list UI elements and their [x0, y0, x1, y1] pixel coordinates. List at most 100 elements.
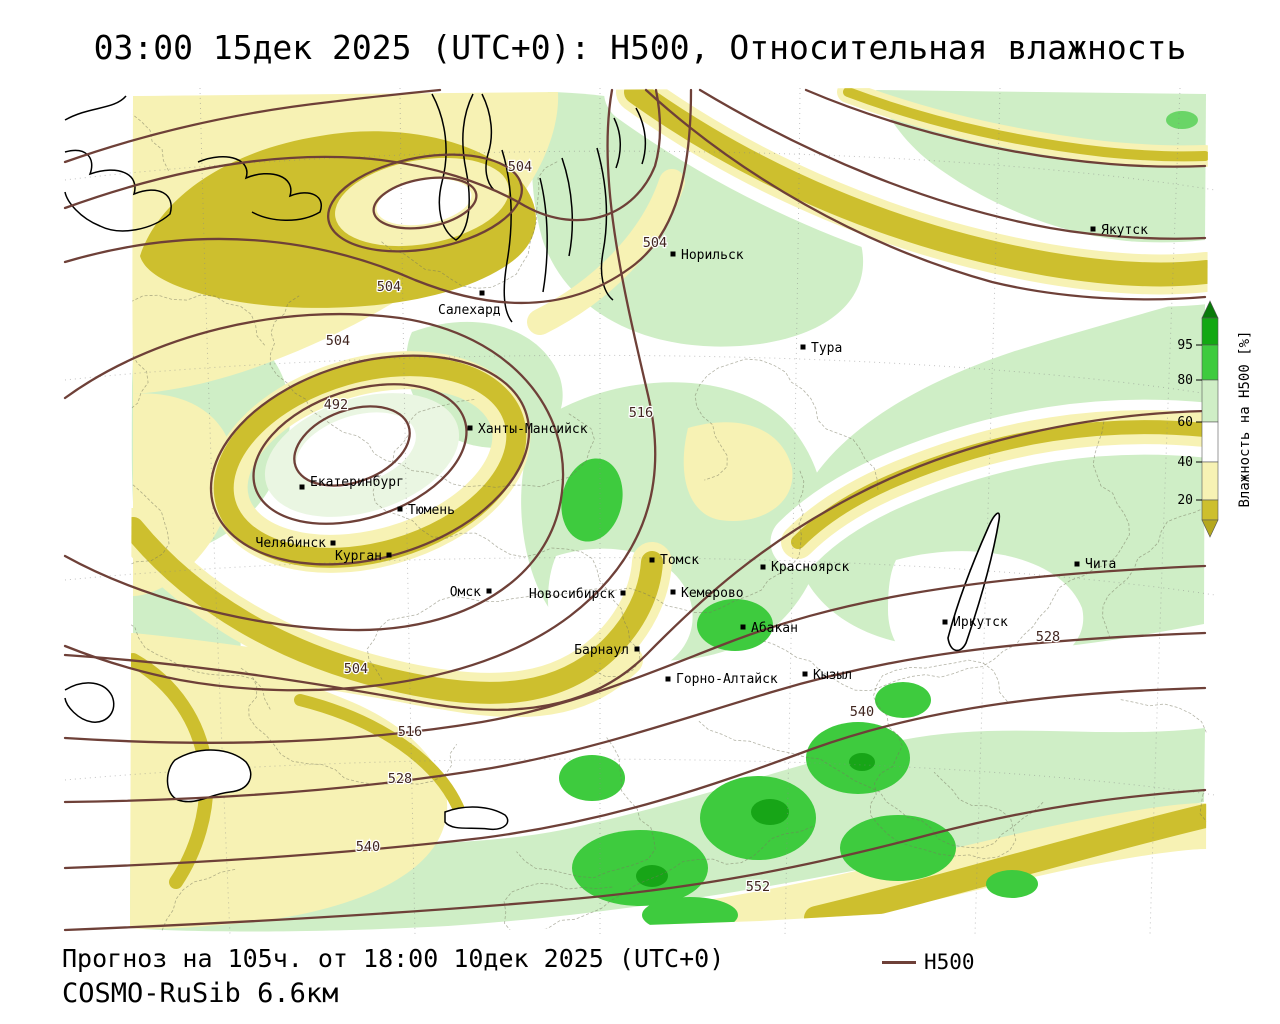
coastline [197, 156, 322, 221]
humidity-shade [986, 870, 1038, 898]
city: Екатеринбург [299, 475, 404, 490]
contour-label: 492 [324, 397, 348, 413]
h500-contour-line [698, 88, 1207, 240]
region-boundary [130, 88, 169, 171]
city: Норильск [670, 248, 744, 263]
humidity-shade [849, 753, 875, 771]
coastline [431, 93, 474, 241]
city-marker [330, 540, 336, 546]
contour-label: 516 [629, 405, 653, 421]
city-marker [942, 619, 948, 625]
colorbar-segment [1201, 499, 1219, 521]
contour-label: 528 [388, 771, 412, 787]
region-boundary [130, 294, 266, 518]
contour-label: 504 [326, 333, 350, 349]
coastline [635, 107, 647, 165]
lake-baikal [947, 512, 1001, 652]
city: Томск [649, 553, 699, 568]
lake [166, 749, 252, 803]
city: Иркутск [942, 615, 1008, 630]
humidity-shade [561, 458, 623, 542]
city-marker [486, 588, 492, 594]
city: Чита [1074, 557, 1116, 572]
city: Ханты-Мансийск [467, 422, 588, 437]
city-marker [299, 484, 305, 490]
city-marker [1074, 561, 1080, 567]
contour-label: 540 [850, 704, 874, 720]
coastline-layer [64, 93, 1001, 831]
city: Абакан [740, 621, 798, 636]
h500-contour-line [804, 88, 1207, 168]
coastline [501, 149, 513, 323]
model-info: COSMO-RuSib 6.6км [62, 978, 339, 1009]
city: Кемерово [670, 586, 744, 601]
colorbar-tick-label: 20 [1177, 493, 1193, 508]
city-label: Омск [450, 585, 481, 600]
h500-contour-line [63, 88, 657, 692]
city: Новосибирск [529, 587, 626, 602]
city-label: Якутск [1101, 223, 1148, 238]
city-label: Абакан [751, 621, 798, 636]
colorbar-segment [1201, 421, 1219, 463]
humidity-shade [624, 88, 1208, 287]
colorbar-tick-label: 80 [1177, 373, 1193, 388]
region-boundary [694, 358, 879, 490]
city-marker [386, 552, 392, 558]
city: Горно-Алтайск [665, 672, 778, 687]
graticule-layer [64, 88, 1215, 936]
city: Барнаул [574, 643, 640, 658]
contour-labels-layer: 504 504 504 504 492 516 504 516 528 540 528 540 552 [323, 158, 1062, 896]
city: Тура [800, 341, 842, 356]
h500-contour-line [63, 312, 565, 632]
colorbar-tick-label: 60 [1177, 415, 1193, 430]
city-marker [649, 557, 655, 563]
city: Кызыл [802, 668, 852, 683]
city-label: Томск [660, 553, 699, 568]
city-label: Курган [335, 549, 382, 564]
colorbar-segment [1201, 317, 1219, 346]
region-boundary [1102, 496, 1208, 639]
coastline [539, 177, 548, 293]
humidity-shade [683, 422, 793, 521]
humidity-shade [294, 694, 466, 818]
legend: H500 [882, 950, 975, 974]
contour-label: 552 [746, 879, 770, 895]
colorbar-arrow-bottom [1201, 519, 1219, 538]
map-title: 03:00 15дек 2025 (UTC+0): H500, Относите… [93, 28, 1187, 67]
humidity-shade [213, 356, 527, 568]
city-label: Новосибирск [529, 587, 615, 602]
colorbar-axis-label: Влажность на H500 [%] [1237, 330, 1253, 507]
h500-contour-line [63, 564, 1207, 744]
humidity-shade [572, 830, 708, 906]
legend-h500-label: H500 [924, 950, 975, 974]
coastline [64, 95, 127, 121]
humidity-shade [559, 755, 625, 801]
region-boundary [516, 737, 656, 879]
city-marker [665, 676, 671, 682]
h500-contour-line [63, 788, 1207, 932]
humidity-shade [697, 599, 773, 651]
coastline [481, 93, 495, 191]
h500-contour-line [293, 405, 411, 487]
lake [444, 806, 509, 831]
city-label: Тура [811, 341, 842, 356]
city: Курган [335, 549, 392, 564]
contour-label: 528 [1036, 629, 1060, 645]
contour-label: 516 [398, 724, 422, 740]
humidity-shade [875, 682, 931, 718]
humidity-shade [636, 865, 668, 887]
region-boundary [380, 161, 558, 289]
city-marker [802, 671, 808, 677]
city: Челябинск [256, 536, 336, 551]
city-marker [397, 506, 403, 512]
colorbar-segment [1201, 344, 1219, 381]
contour-label: 504 [643, 235, 667, 251]
contour-label: 504 [377, 279, 401, 295]
h500-contour-line [372, 176, 478, 230]
coastline [613, 117, 621, 169]
city: Омск [450, 585, 492, 600]
h500-contour-line [63, 88, 662, 222]
h500-contour-line [252, 383, 468, 525]
coastline [596, 147, 614, 301]
